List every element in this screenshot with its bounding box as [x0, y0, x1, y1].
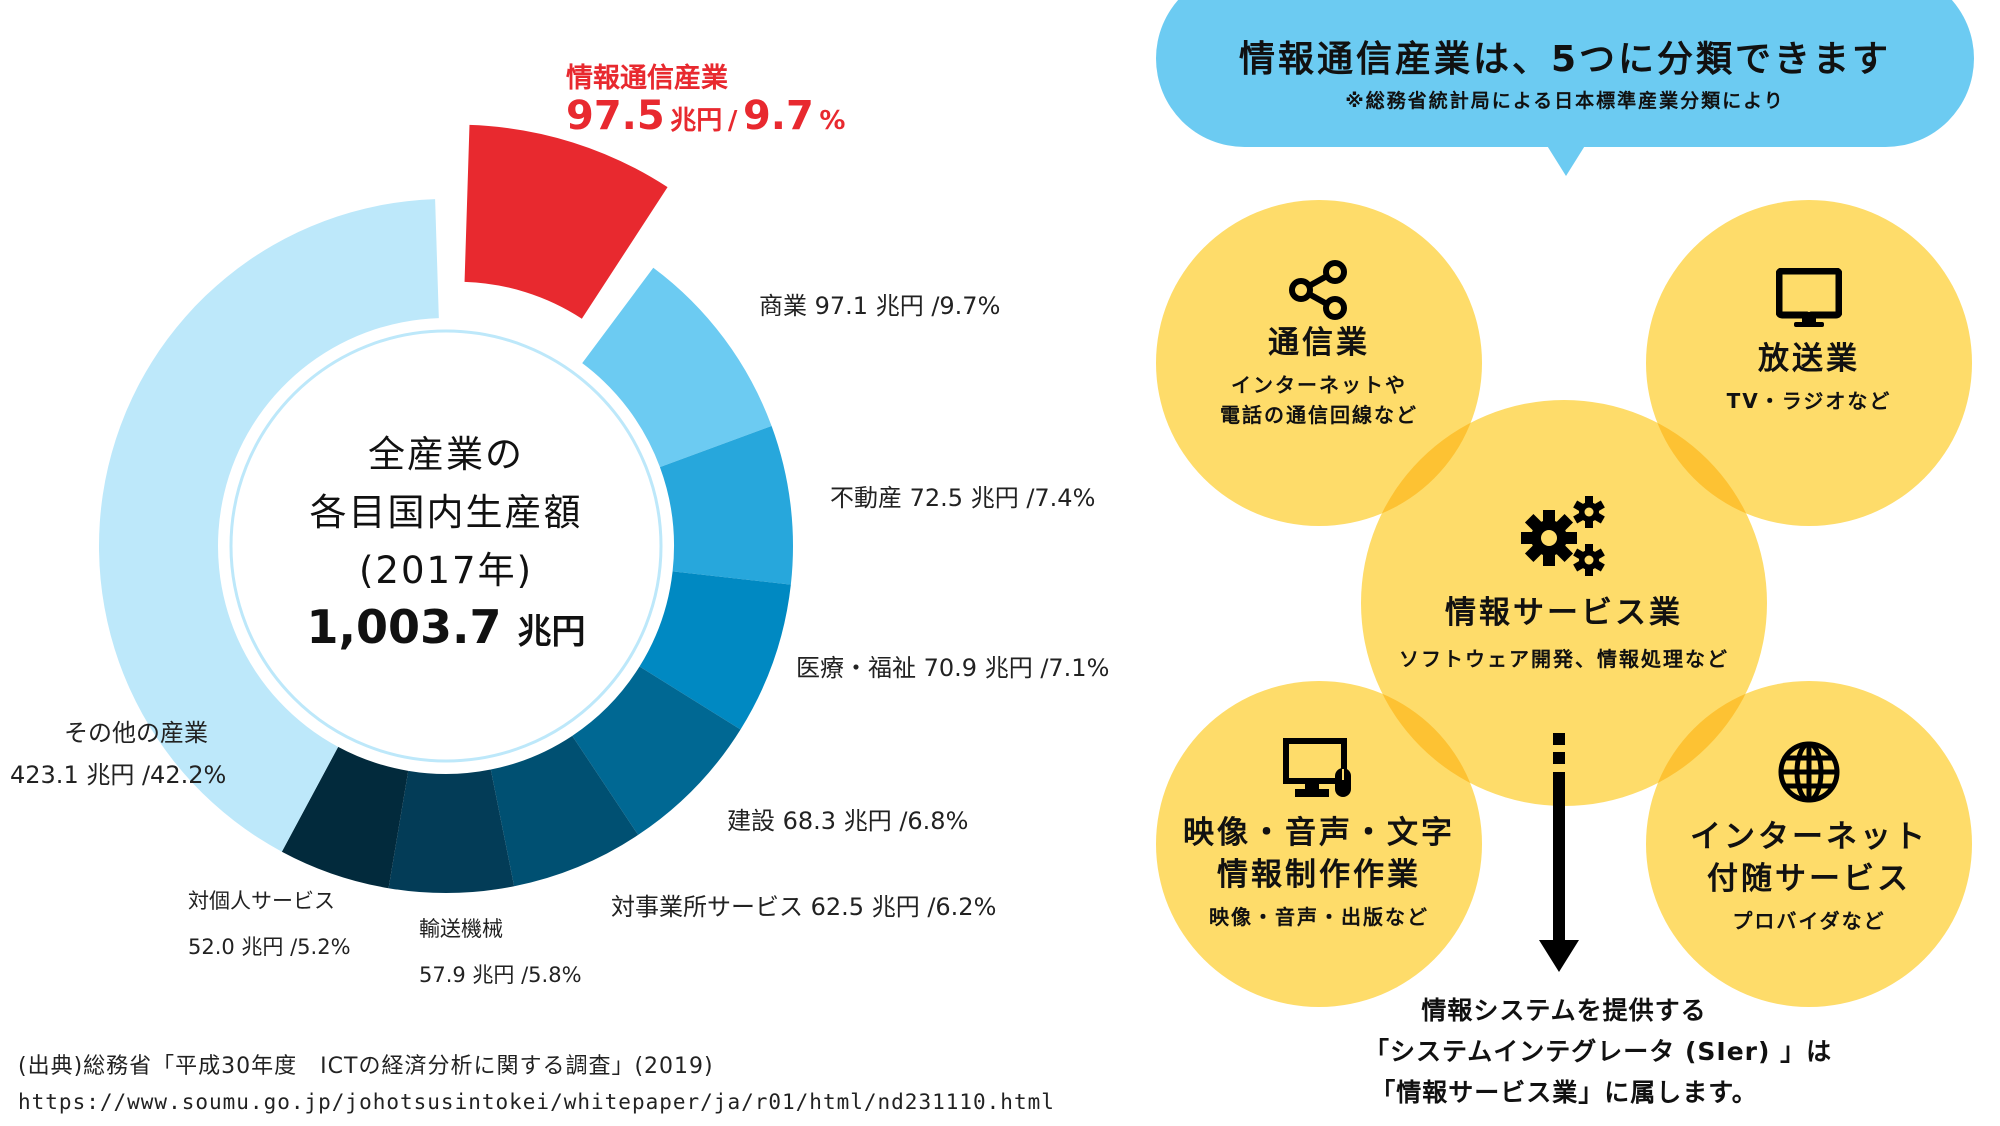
category-video-audio-text: 映像・音声・文字 情報制作作業 映像・音声・出版など [1154, 738, 1484, 932]
circle-video-audio [1156, 681, 1482, 1007]
center-line-2: 各目国内生産額 [309, 491, 583, 534]
speech-bubble-tail [1546, 144, 1586, 176]
sier-note: 情報システムを提供する 「システムインテグレータ (SIer) 」は 「情報サー… [1364, 996, 1833, 1107]
computer-mouse-icon [1283, 738, 1351, 797]
source-citation: (出典)総務省「平成30年度 ICTの経済分析に関する調査」(2019) [18, 1054, 714, 1079]
bubble-subtitle: ※総務省統計局による日本標準産業分類により [1345, 90, 1785, 112]
source-url[interactable]: https://www.soumu.go.jp/johotsusintokei/… [18, 1090, 1055, 1114]
donut-segment-5 [490, 735, 639, 887]
circle-telecom [1156, 200, 1482, 526]
donut-segment-7 [281, 746, 409, 889]
donut-segment-0 [464, 124, 668, 319]
center-total: 1,003.7 兆円 [306, 600, 586, 654]
label-real-estate: 不動産 72.5 兆円 /7.4% [830, 484, 1096, 512]
donut-segment-4 [572, 666, 741, 835]
circle-info-service [1361, 400, 1767, 806]
highlight-segment-value: 97.5 兆円 / 9.7 % [566, 93, 846, 139]
label-commerce: 商業 97.1 兆円 /9.7% [759, 292, 1001, 320]
label-business-services: 対事業所サービス 62.5 兆円 /6.2% [611, 893, 997, 921]
highlight-segment-name: 情報通信産業 [566, 63, 728, 94]
donut-segment-2 [659, 426, 793, 585]
globe-icon [1778, 741, 1840, 803]
center-line-3: (2017年) [358, 549, 534, 592]
donut-segment-3 [639, 571, 791, 730]
label-medical: 医療・福祉 70.9 兆円 /7.1% [796, 654, 1110, 682]
center-line-1: 全産業の [368, 433, 524, 476]
share-icon [1289, 260, 1347, 320]
category-broadcast: 放送業 TV・ラジオなど [1644, 268, 1974, 416]
speech-bubble [1156, 0, 1974, 147]
circle-internet [1646, 681, 1972, 1007]
category-info-service: 情報サービス業 ソフトウェア開発、情報処理など [1354, 496, 1774, 674]
donut-segment-1 [582, 267, 772, 468]
donut-segment-6 [388, 769, 515, 893]
donut-chart [99, 124, 793, 893]
label-personal-services: 対個人サービス 52.0 兆円 /5.2% [188, 889, 351, 959]
bubble-title: 情報通信産業は、5つに分類できます [1238, 39, 1892, 80]
donut-segment-8 [99, 199, 439, 852]
monitor-icon [1776, 268, 1842, 327]
category-telecom: 通信業 インターネットや 電話の通信回線など [1154, 258, 1484, 430]
gears-icon [1521, 496, 1605, 576]
label-construction: 建設 68.3 兆円 /6.8% [727, 807, 969, 835]
circle-broadcast [1646, 200, 1972, 526]
down-arrow-icon [1539, 733, 1579, 972]
label-transport: 輸送機械 57.9 兆円 /5.8% [419, 917, 582, 987]
category-internet-service: インターネット 付随サービス プロバイダなど [1644, 740, 1974, 936]
label-other: その他の産業 423.1 兆円 /42.2% [10, 719, 227, 789]
